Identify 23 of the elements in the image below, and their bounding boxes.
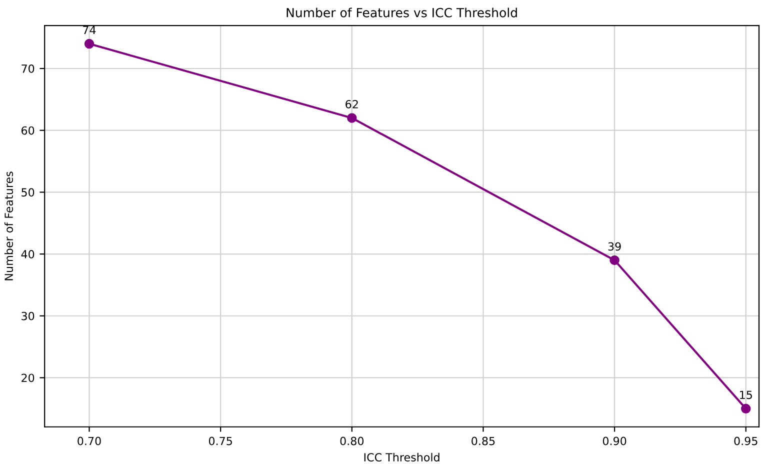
point	[84, 38, 94, 49]
y-axis-title: Number of Features	[4, 172, 14, 280]
x-tick-label: 0.90	[602, 436, 626, 446]
x-tick-label: 0.80	[340, 436, 364, 446]
x-tick-label: 0.75	[208, 436, 232, 446]
y-tick-label: 20	[22, 374, 34, 382]
x-axis-title: ICC Threshold	[364, 452, 440, 462]
point	[610, 255, 620, 266]
x-tick-label: 0.85	[472, 436, 495, 446]
y-tick-label: 60	[22, 126, 34, 135]
data-label: 15	[740, 390, 752, 400]
y-tick-label: 70	[22, 64, 34, 73]
y-tick-label: 40	[21, 250, 34, 258]
x-tick-label: 0.70	[78, 436, 101, 446]
y-tick-label: 50	[22, 188, 34, 197]
point	[741, 404, 751, 414]
data-label: 39	[608, 242, 621, 251]
y-tick-label: 30	[22, 312, 34, 320]
data-label: 62	[346, 100, 358, 108]
x-tick-label: 0.95	[734, 436, 758, 446]
data-label: 74	[83, 26, 96, 34]
point	[347, 113, 357, 123]
chart-title: Number of Features vs ICC Threshold	[286, 8, 517, 18]
